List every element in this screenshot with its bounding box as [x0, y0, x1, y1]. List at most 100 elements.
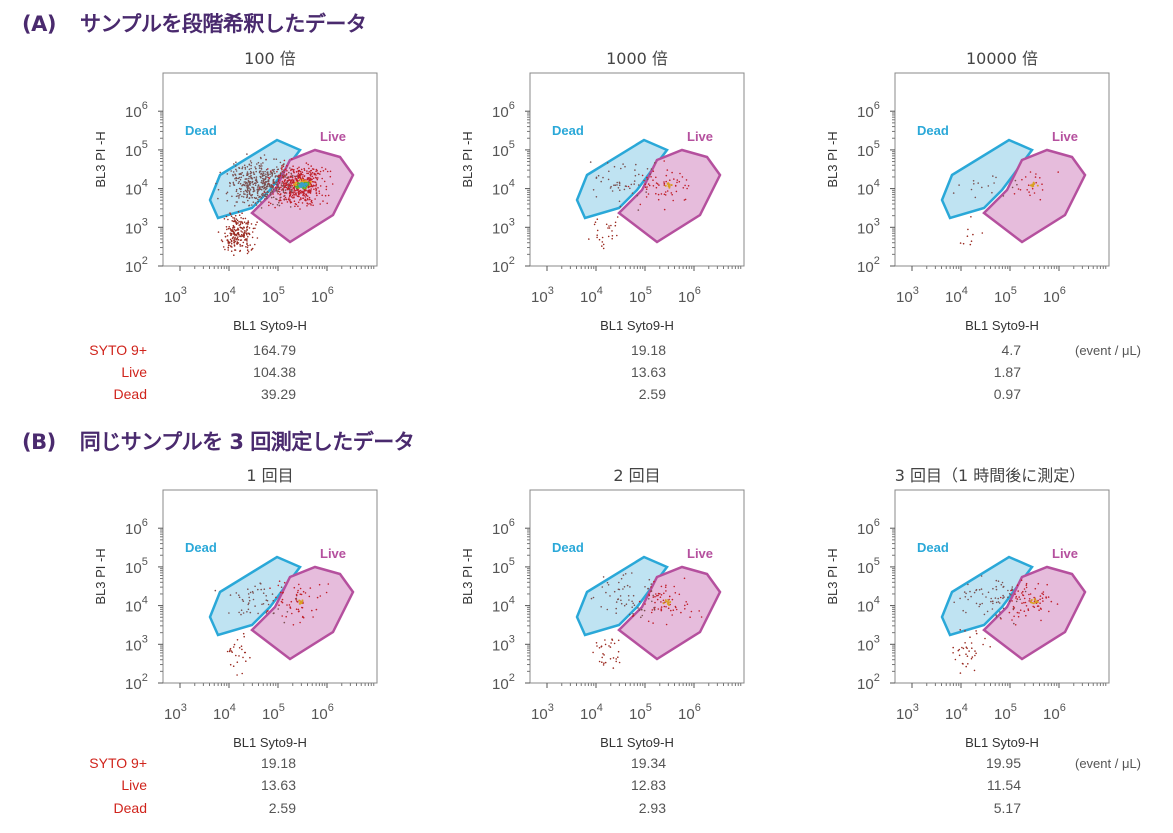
event-dot — [315, 174, 317, 176]
event-dot — [967, 598, 969, 601]
event-dot — [970, 216, 972, 218]
stat-value: 2.59 — [638, 386, 666, 402]
event-dot — [307, 186, 310, 189]
event-dot — [610, 224, 612, 227]
event-dot — [962, 647, 965, 650]
event-dot — [683, 199, 686, 201]
event-dot — [299, 191, 302, 194]
stat-value: 2.93 — [638, 800, 666, 816]
event-dot — [228, 650, 231, 653]
event-dot — [269, 202, 272, 205]
event-dot — [1037, 582, 1040, 585]
event-dot — [663, 592, 665, 595]
event-dot — [262, 181, 265, 183]
event-dot — [629, 586, 631, 588]
event-dot — [964, 596, 967, 598]
event-dot — [263, 588, 266, 590]
event-dot — [256, 191, 259, 193]
event-dot — [287, 198, 290, 201]
event-dot — [228, 242, 230, 244]
event-dot — [684, 184, 686, 187]
event-dot — [992, 175, 994, 177]
event-dot — [230, 240, 233, 243]
event-dot — [237, 192, 239, 195]
event-dot — [277, 186, 280, 188]
event-dot — [653, 607, 655, 609]
event-dot — [1029, 171, 1032, 173]
event-dot — [962, 242, 965, 245]
event-dot — [601, 586, 604, 588]
stat-label-live: Live — [121, 777, 147, 793]
event-dot — [243, 164, 246, 167]
event-dot — [279, 161, 282, 164]
event-dot — [260, 207, 263, 209]
event-dot — [962, 609, 964, 612]
event-dot — [249, 160, 252, 162]
event-dot — [1011, 600, 1013, 602]
event-dot — [650, 176, 652, 178]
event-dot — [315, 192, 318, 195]
event-dot — [633, 604, 636, 606]
event-dot — [602, 576, 605, 578]
event-dot — [651, 600, 653, 603]
event-dot — [246, 188, 249, 191]
event-dot — [618, 181, 621, 184]
event-dot — [312, 177, 315, 179]
event-dot — [1039, 598, 1041, 601]
event-dot — [327, 194, 330, 197]
event-dot — [297, 608, 300, 611]
event-dot — [595, 642, 598, 644]
event-dot — [322, 200, 324, 202]
event-dot — [239, 226, 241, 228]
event-dot — [970, 642, 973, 644]
event-dot — [686, 603, 689, 605]
event-dot — [967, 663, 969, 665]
event-dot — [302, 187, 305, 190]
event-dot — [331, 183, 334, 185]
event-dot — [301, 176, 304, 178]
event-dot — [600, 606, 602, 608]
event-dot — [288, 171, 290, 174]
flow-cytometry-plot: Dead Live 102 103 104 105 106 103 104 105 106 BL1 S… — [83, 470, 403, 770]
event-dot — [978, 605, 980, 608]
event-dot — [254, 227, 256, 230]
event-dot — [329, 170, 332, 173]
event-dot — [291, 168, 294, 171]
event-dot — [229, 663, 232, 666]
event-dot — [603, 654, 605, 656]
event-dot — [632, 615, 634, 618]
event-dot — [233, 240, 235, 242]
x-tick-label: 104 — [580, 702, 603, 723]
event-dot — [298, 176, 300, 178]
event-dot — [226, 239, 229, 241]
event-dot — [289, 193, 292, 196]
event-dot — [255, 176, 258, 178]
event-dot — [670, 609, 672, 612]
event-dot — [247, 603, 249, 606]
event-dot — [278, 201, 280, 204]
event-dot — [1015, 597, 1017, 599]
event-dot — [293, 586, 296, 589]
event-dot — [262, 170, 264, 173]
event-dot — [261, 179, 263, 182]
event-dot — [326, 170, 329, 173]
event-dot — [227, 244, 230, 246]
event-dot — [229, 649, 231, 651]
event-dot — [592, 189, 595, 191]
event-dot — [602, 176, 604, 179]
event-dot — [970, 595, 972, 598]
event-dot — [612, 667, 615, 669]
event-dot — [285, 173, 288, 175]
event-dot — [644, 186, 647, 188]
event-dot — [230, 234, 232, 237]
event-dot — [647, 620, 650, 623]
dead-gate-label: Dead — [917, 540, 949, 555]
event-dot — [317, 172, 320, 175]
event-dot — [286, 611, 289, 613]
event-dot — [244, 182, 247, 185]
event-dot — [1015, 595, 1018, 598]
event-dot — [687, 185, 690, 187]
event-dot — [235, 229, 237, 231]
event-dot — [972, 233, 974, 236]
event-dot — [1029, 194, 1031, 197]
